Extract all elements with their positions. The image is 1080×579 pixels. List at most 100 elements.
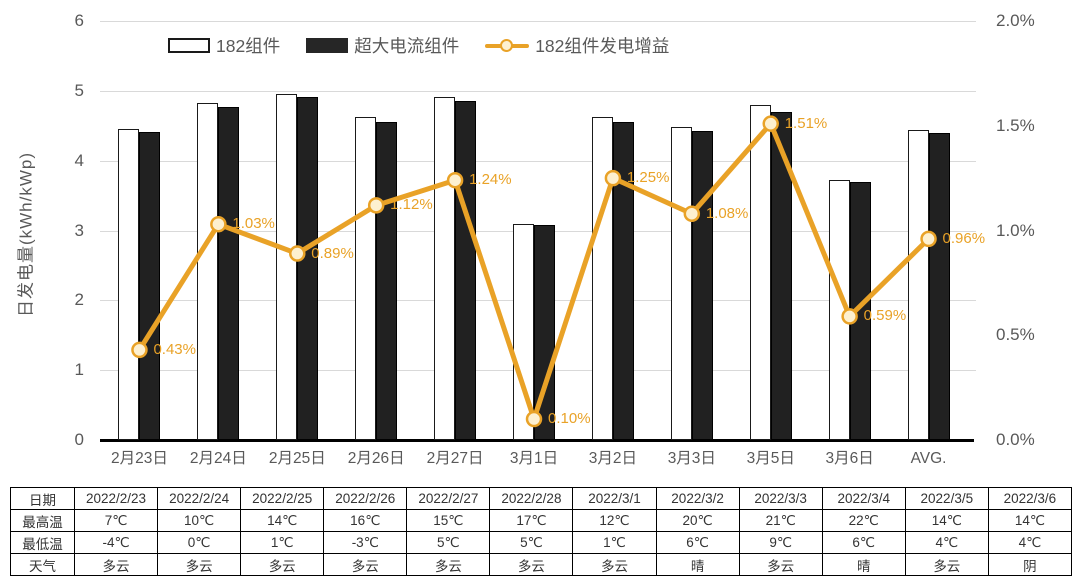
bar-large-current <box>297 97 319 440</box>
table-cell: 多云 <box>73 553 159 576</box>
table-cell: 2022/2/25 <box>240 487 325 510</box>
x-axis-label: 2月25日 <box>268 450 326 467</box>
right-axis-tick-label: 1.0% <box>996 220 1035 240</box>
table-cell: 0℃ <box>157 531 242 554</box>
gain-data-label: 0.59% <box>863 307 907 325</box>
gain-data-label: 1.24% <box>469 171 512 189</box>
bar-large-current <box>455 101 477 440</box>
row-header-cell: 日期 <box>10 487 75 510</box>
bar-large-current <box>928 133 950 440</box>
table-cell: 14℃ <box>987 509 1073 532</box>
x-axis-label: 2月24日 <box>189 450 247 467</box>
table-cell: 22℃ <box>821 509 906 532</box>
table-cell: 16℃ <box>323 509 408 532</box>
table-cell: 9℃ <box>738 531 823 554</box>
table-cell: 10℃ <box>157 509 242 532</box>
bar-solid-swatch <box>306 38 349 53</box>
table-cell: 晴 <box>655 553 740 576</box>
table-cell: 7℃ <box>73 509 159 532</box>
bar-182 <box>118 129 140 440</box>
left-axis-tick-label: 2 <box>74 290 84 310</box>
bar-182 <box>513 223 534 440</box>
bar-182 <box>276 93 298 440</box>
legend-label: 182组件发电增益 <box>535 36 670 56</box>
bar-large-current <box>139 132 161 440</box>
gain-data-label: 0.43% <box>153 340 196 358</box>
bar-182 <box>591 117 613 440</box>
bar-large-current <box>534 224 555 440</box>
left-axis-tick-label: 4 <box>74 150 84 170</box>
x-axis-line <box>100 439 974 442</box>
legend-circle-marker <box>500 39 514 52</box>
table-cell: -4℃ <box>73 531 159 554</box>
gain-data-label: 1.51% <box>784 114 828 132</box>
table-cell: 多云 <box>323 553 408 576</box>
bar-182 <box>434 97 456 440</box>
table-cell: 2022/3/2 <box>655 487 740 510</box>
table-cell: 4℃ <box>904 531 989 554</box>
left-axis-tick-label: 3 <box>74 220 84 240</box>
row-header-cell: 天气 <box>10 553 75 576</box>
x-axis-label: 3月1日 <box>509 450 559 467</box>
table-cell: 阴 <box>987 553 1073 576</box>
table-cell: 2022/3/5 <box>904 487 989 510</box>
table-cell: 6℃ <box>821 531 906 554</box>
table-cell: 20℃ <box>655 509 740 532</box>
table-row-max-temp: 最高温 7℃ 10℃ 14℃ 16℃ 15℃ 17℃ 12℃ 20℃ 21℃ 22℃ 14℃ 14℃ <box>10 509 1073 532</box>
table-cell: 14℃ <box>904 509 989 532</box>
x-axis-label: 3月5日 <box>746 450 795 467</box>
x-axis-label: 3月3日 <box>667 450 716 467</box>
gain-data-label: 1.08% <box>705 204 749 222</box>
gain-data-label: 0.10% <box>548 410 591 428</box>
y-axis-title: 日发电量(kWh/kWp) <box>16 151 36 318</box>
table-cell: 1℃ <box>240 531 325 554</box>
line-marker-swatch <box>485 38 530 53</box>
table-cell: 多云 <box>738 553 823 576</box>
bar-182 <box>197 103 219 440</box>
legend-item-1: 超大电流组件 <box>306 33 459 58</box>
table-cell: 2022/2/23 <box>73 487 159 510</box>
gridline <box>100 21 976 22</box>
bar-large-current <box>770 112 792 440</box>
table-cell: 2022/3/3 <box>738 487 823 510</box>
table-cell: 多云 <box>904 553 989 576</box>
table-cell: 2022/3/4 <box>821 487 906 510</box>
table-cell: 多云 <box>406 553 491 576</box>
gain-data-label: 0.89% <box>311 244 354 262</box>
table-cell: 2022/2/24 <box>157 487 242 510</box>
gridline <box>100 90 976 92</box>
legend-item-0: 182组件 <box>168 33 280 58</box>
bar-182 <box>670 127 692 440</box>
gain-data-label: 1.03% <box>232 215 275 233</box>
gain-data-label: 1.25% <box>626 169 670 187</box>
bar-182 <box>907 129 929 440</box>
left-axis-tick-label: 6 <box>74 11 84 30</box>
table-cell: 多云 <box>157 553 242 576</box>
left-axis-tick-label: 1 <box>74 360 84 380</box>
table-row-weather: 天气 多云 多云 多云 多云 多云 多云 多云晴多云晴多云阴 <box>10 553 1073 576</box>
legend-label: 182组件 <box>216 36 281 56</box>
table-cell: 5℃ <box>489 531 574 554</box>
table-cell: 多云 <box>240 553 325 576</box>
bar-large-current <box>691 131 713 440</box>
x-axis-label: 2月27日 <box>426 450 484 467</box>
weather-table-container: 日期 2022/2/23 2022/2/24 2022/2/25 2022/2/26 20… <box>10 487 1073 576</box>
weather-table: 日期 2022/2/23 2022/2/24 2022/2/25 2022/2/26 20… <box>10 487 1073 576</box>
table-cell: 2022/2/26 <box>323 487 408 510</box>
legend-label: 超大电流组件 <box>354 36 460 56</box>
gain-data-label: 1.12% <box>390 196 433 214</box>
bar-182 <box>355 117 377 440</box>
table-cell: 12℃ <box>572 509 657 532</box>
x-axis-label: 2月23日 <box>111 450 168 467</box>
bar-182 <box>749 105 771 440</box>
table-cell: 21℃ <box>738 509 823 532</box>
table-cell: -3℃ <box>323 531 408 554</box>
legend-item-2: 182组件发电增益 <box>485 33 669 58</box>
left-axis-tick-label: 5 <box>74 80 84 100</box>
table-row-date: 日期 2022/2/23 2022/2/24 2022/2/25 2022/2/26 20… <box>10 487 1073 510</box>
table-cell: 2022/3/6 <box>987 487 1073 510</box>
table-cell: 晴 <box>821 553 906 576</box>
x-axis-label: AVG. <box>910 450 947 467</box>
bar-large-current <box>218 106 240 440</box>
table-cell: 5℃ <box>406 531 491 554</box>
